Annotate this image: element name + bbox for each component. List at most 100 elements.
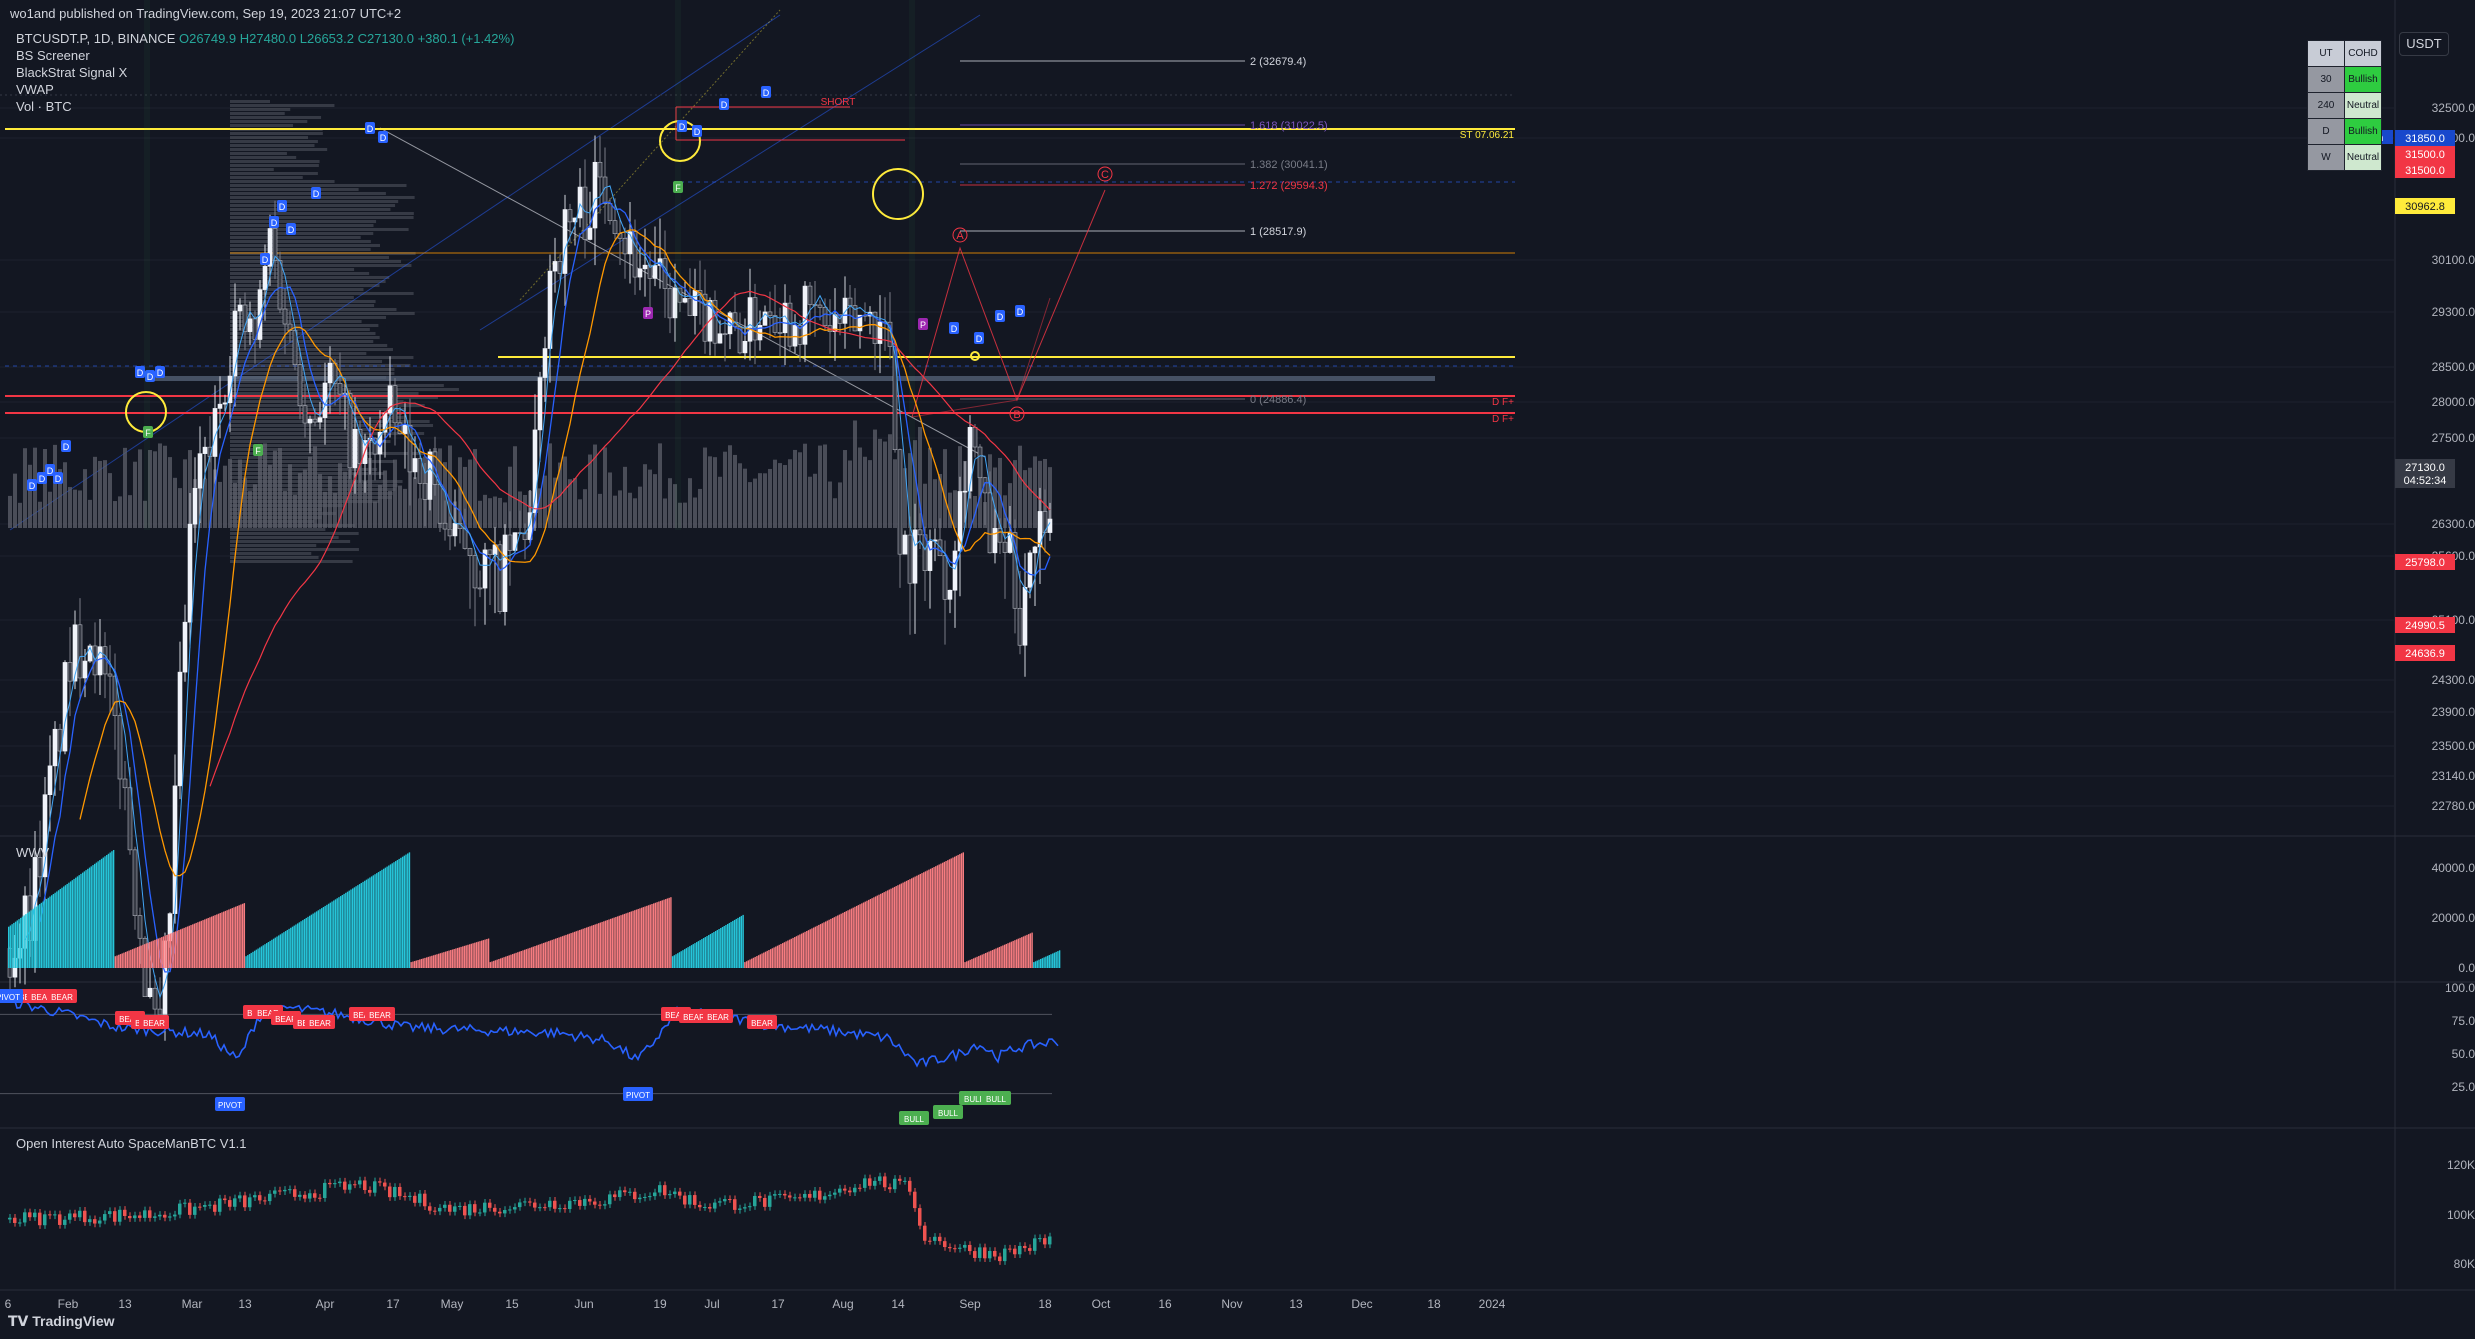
wwv-bar	[474, 942, 476, 968]
price-label-bg	[2395, 472, 2455, 488]
wwv-bar	[107, 853, 110, 968]
legend-indicator[interactable]: VWAP	[16, 82, 54, 97]
ma-line	[209, 290, 1051, 787]
wwv-bar	[714, 931, 717, 968]
volume-profile-bar	[230, 552, 312, 555]
wwv-bar	[309, 915, 311, 968]
wwv-bar	[223, 911, 225, 968]
wwv-bar	[751, 958, 753, 968]
wwv-bar	[243, 903, 246, 968]
wwv-bar	[365, 879, 368, 968]
volume-bar	[1028, 467, 1032, 528]
wwv-bar	[978, 956, 980, 968]
wwv-bar	[1019, 937, 1021, 968]
fib-label: 1.272 (29594.3)	[1250, 180, 1328, 192]
wwv-bar	[966, 961, 968, 968]
oi-candle	[978, 1247, 982, 1258]
wwv-bar	[1040, 958, 1042, 968]
wwv-bar	[632, 910, 634, 968]
volume-bar	[913, 440, 917, 528]
price-tick: 30100.0	[2432, 253, 2475, 267]
signal-marker	[277, 200, 287, 212]
volume-bar	[283, 491, 287, 528]
volume-profile-bar	[230, 544, 317, 547]
time-tick: Feb	[58, 1297, 79, 1311]
volume-bar	[908, 453, 912, 528]
wwv-bar	[630, 911, 633, 968]
volume-bar	[183, 459, 187, 528]
oi-candle	[263, 1200, 267, 1202]
volume-bar	[288, 464, 292, 528]
wwv-bar	[336, 898, 338, 968]
wwv-bar	[604, 920, 607, 968]
wwv-bar	[592, 925, 595, 968]
oi-candle	[918, 1208, 922, 1226]
time-tick: May	[441, 1297, 464, 1311]
wwv-bar	[577, 930, 579, 968]
wwv-bar	[536, 945, 538, 968]
price-candle	[1012, 532, 1018, 609]
signal-marker	[269, 216, 279, 228]
wwv-bar	[327, 903, 330, 968]
oi-candle	[458, 1205, 462, 1207]
volume-bar	[843, 450, 847, 528]
signal-letter: D	[763, 88, 770, 98]
wwv-bar	[551, 939, 553, 968]
volume-profile-bar	[230, 428, 377, 431]
wwv-bar	[38, 904, 41, 968]
wwv-bar	[665, 899, 667, 968]
price-candle	[77, 624, 83, 679]
wwv-bar	[166, 934, 168, 968]
price-candle	[817, 304, 823, 308]
volume-bar	[143, 500, 147, 528]
price-candle	[702, 293, 708, 342]
oi-candle	[188, 1202, 192, 1215]
price-candle	[172, 785, 178, 914]
oi-candle	[1013, 1248, 1017, 1255]
time-tick: 13	[118, 1297, 132, 1311]
volume-bar	[43, 448, 47, 528]
volume-bar	[233, 482, 237, 528]
wwv-bar	[64, 885, 67, 968]
wwv-bar	[532, 946, 534, 968]
osc-tick: 25.0	[2452, 1080, 2475, 1094]
time-tick: Sep	[959, 1297, 981, 1311]
ma-line	[39, 201, 1051, 973]
wwv-bar	[1003, 944, 1006, 968]
wwv-bar	[845, 911, 848, 968]
legend-indicator[interactable]: Vol · BTC	[16, 99, 72, 114]
volume-bar	[393, 459, 397, 528]
legend-indicator[interactable]: BlackStrat Signal X	[16, 65, 128, 80]
oi-candle	[868, 1178, 872, 1186]
osc-label: BEAR	[31, 993, 53, 1002]
wwv-bar	[159, 937, 161, 968]
oi-candle	[208, 1204, 212, 1206]
currency-button[interactable]: USDT	[2399, 32, 2449, 56]
volume-bar	[263, 443, 267, 528]
wwv-bar	[1046, 955, 1049, 968]
volume-bar	[698, 488, 702, 528]
volume-bar	[653, 474, 657, 528]
wwv-bar	[88, 867, 91, 968]
wwv-bar	[795, 936, 798, 968]
wwv-bar	[296, 923, 299, 968]
oi-candle	[608, 1194, 612, 1205]
wwv-bar	[924, 871, 927, 968]
volume-profile-bar	[230, 184, 407, 187]
wwv-bar	[235, 906, 237, 968]
volume-profile-bar	[230, 396, 438, 399]
oi-candle	[563, 1208, 567, 1210]
price-candle	[682, 298, 688, 303]
time-tick: Apr	[316, 1297, 335, 1311]
legend-indicator[interactable]: BS Screener	[16, 48, 90, 63]
oi-candle	[938, 1236, 942, 1242]
publish-line: wo1and published on TradingView.com, Sep…	[10, 6, 402, 21]
wwv-bar	[964, 962, 966, 968]
wwv-bar	[644, 906, 646, 968]
mtf-table: UT COHD 30 Bullish 240 Neutral D Bullish…	[2307, 40, 2382, 171]
wwv-bar	[197, 922, 199, 968]
legend-symbol-row[interactable]: BTCUSDT.P, 1D, BINANCE O26749.9 H27480.0…	[16, 30, 514, 47]
volume-profile-bar	[230, 292, 414, 295]
wwv-bar	[76, 876, 79, 968]
